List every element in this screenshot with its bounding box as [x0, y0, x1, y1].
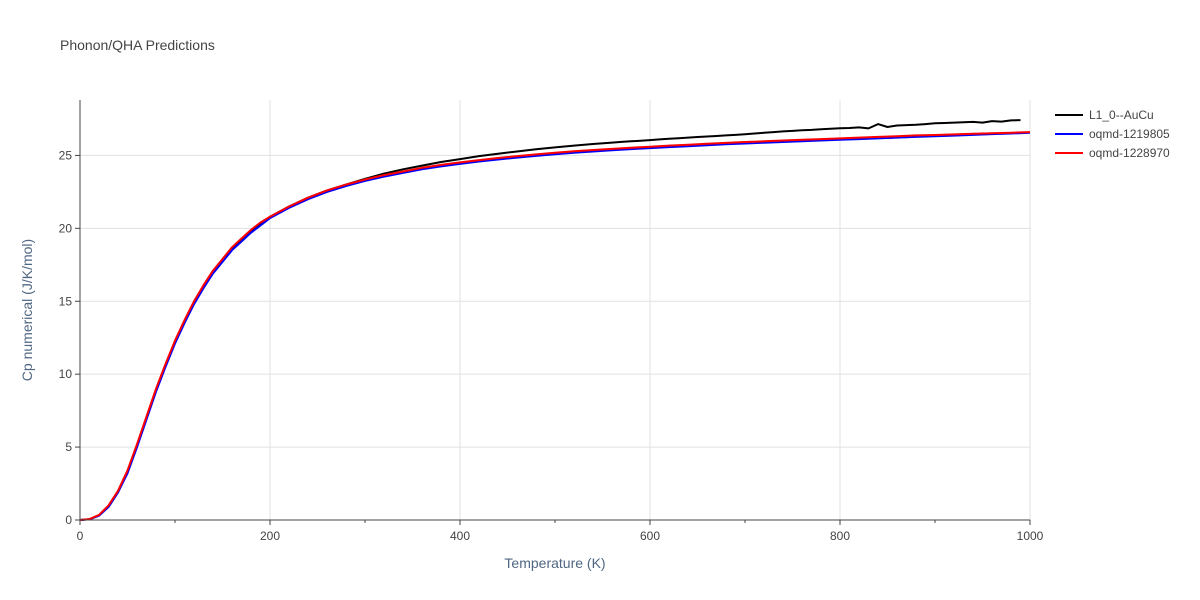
legend-label: oqmd-1228970 — [1089, 146, 1170, 160]
y-tick-label: 25 — [59, 148, 73, 162]
y-tick-label: 15 — [59, 294, 73, 308]
chart-title: Phonon/QHA Predictions — [60, 37, 215, 53]
series-line-oqmd-1219805 — [79, 131, 1031, 521]
gridlines — [80, 100, 1031, 520]
x-tick-label: 600 — [640, 529, 660, 543]
y-tick-label: 10 — [59, 367, 73, 381]
x-tick-label: 800 — [830, 529, 850, 543]
x-tick-label: 0 — [77, 529, 84, 543]
x-tick-label: 1000 — [1017, 529, 1044, 543]
y-tick-label: 5 — [65, 440, 72, 454]
legend-label: L1_0--AuCu — [1089, 108, 1154, 122]
x-tick-label: 400 — [450, 529, 470, 543]
y-tick-label: 0 — [65, 513, 72, 527]
y-axis-title: Cp numerical (J/K/mol) — [19, 239, 35, 381]
x-tick-label: 200 — [260, 529, 280, 543]
legend-label: oqmd-1219805 — [1089, 127, 1170, 141]
series-line-oqmd-1228970 — [79, 131, 1031, 521]
x-axis-ticks: 0 200 400 600 800 1000 — [77, 520, 1044, 543]
legend-item-oqmd-1219805[interactable]: oqmd-1219805 — [1055, 127, 1170, 141]
legend-item-oqmd-1228970[interactable]: oqmd-1228970 — [1055, 146, 1170, 160]
y-axis-ticks: 0 5 10 15 20 25 — [59, 148, 80, 527]
y-tick-label: 20 — [59, 221, 73, 235]
legend[interactable]: L1_0--AuCu oqmd-1219805 oqmd-1228970 — [1055, 108, 1170, 160]
series-lines — [79, 119, 1031, 521]
series-line-l1-0-aucu — [79, 119, 1021, 521]
legend-item-l1-0-aucu[interactable]: L1_0--AuCu — [1055, 108, 1154, 122]
x-axis-title: Temperature (K) — [504, 555, 605, 571]
